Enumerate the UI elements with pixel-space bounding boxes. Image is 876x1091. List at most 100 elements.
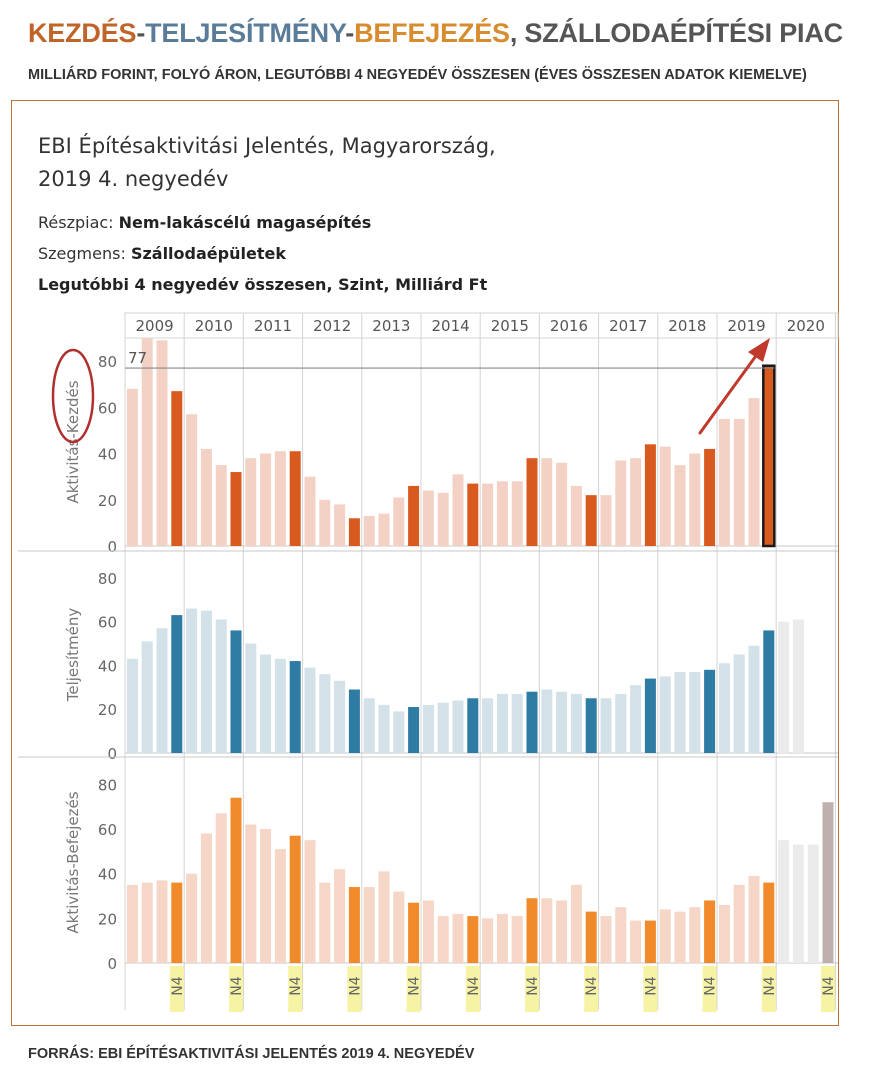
quarter-highlight	[821, 966, 835, 1012]
bar-forecast	[822, 802, 834, 963]
bar	[363, 887, 375, 963]
dashboard-title-line1: EBI Építésaktivitási Jelentés, Magyarors…	[38, 134, 496, 158]
y-tick-label: 80	[98, 570, 117, 588]
bar-q4	[526, 898, 538, 963]
bar-q4	[289, 661, 301, 753]
bar	[674, 911, 686, 963]
bar	[748, 398, 760, 546]
bar-q4	[408, 707, 420, 753]
bar-q4	[408, 902, 420, 963]
quarter-label: N4	[288, 976, 304, 995]
quarter-highlight	[288, 966, 303, 1012]
bar	[570, 485, 582, 546]
bar-q4	[585, 495, 597, 546]
y-tick-label: 80	[98, 776, 117, 794]
subheadline: MILLIÁRD FORINT, FOLYÓ ÁRON, LEGUTÓBBI 4…	[28, 67, 807, 83]
bar	[496, 481, 508, 546]
quarter-highlight	[406, 966, 421, 1012]
bar	[156, 880, 168, 963]
measure-label-value: Legutóbbi 4 negyedév összesen, Szint, Mi…	[38, 275, 488, 294]
source-note: FORRÁS: EBI ÉPÍTÉSAKTIVITÁSI JELENTÉS 20…	[28, 1046, 475, 1062]
bar	[689, 907, 701, 963]
bar-forecast	[792, 844, 804, 963]
bar	[482, 698, 494, 753]
bar-q4	[230, 630, 242, 753]
bar	[541, 458, 553, 546]
quarter-label: N4	[762, 976, 778, 995]
bar	[215, 813, 227, 963]
bar-highlighted	[762, 364, 776, 548]
bar-q4	[704, 448, 716, 546]
annotation-ellipse	[51, 348, 95, 444]
quarter-highlight	[761, 966, 776, 1012]
bar	[319, 499, 331, 546]
bar	[615, 693, 627, 753]
bar	[200, 833, 212, 963]
bar	[319, 882, 331, 963]
bar-q4	[171, 882, 183, 963]
bar	[556, 900, 568, 963]
bar	[748, 875, 760, 963]
bar-q4	[467, 916, 479, 963]
year-label: 2018	[668, 317, 706, 335]
quarter-label: N4	[347, 976, 363, 995]
bar	[304, 840, 316, 963]
y-tick-label: 0	[107, 745, 117, 763]
bar	[141, 641, 153, 753]
dashboard-title-line2: 2019 4. negyedév	[38, 167, 229, 191]
quarter-highlight	[347, 966, 362, 1012]
bar-q4	[704, 669, 716, 753]
bar	[674, 465, 686, 546]
bar	[659, 446, 671, 546]
quarter-highlight	[169, 966, 184, 1012]
bar	[733, 418, 745, 546]
bar	[511, 916, 523, 963]
bar-forecast	[807, 844, 819, 963]
y-axis-label: Teljesítmény	[64, 608, 82, 703]
quarter-label: N4	[643, 976, 659, 995]
bar-q4	[171, 391, 183, 546]
bar	[733, 654, 745, 753]
bar-q4	[408, 485, 420, 546]
bar-forecast	[778, 840, 790, 963]
bar-forecast	[778, 621, 790, 753]
bar	[511, 693, 523, 753]
y-tick-label: 60	[98, 821, 117, 839]
bar-q4	[467, 483, 479, 546]
headline: KEZDÉS-TELJESÍTMÉNY-BEFEJEZÉS, SZÁLLODAÉ…	[28, 18, 843, 49]
quarter-highlight	[584, 966, 599, 1012]
bar-q4	[348, 689, 360, 753]
year-label: 2009	[136, 317, 174, 335]
year-label: 2017	[609, 317, 647, 335]
bar	[437, 916, 449, 963]
bar	[570, 693, 582, 753]
bar	[215, 619, 227, 753]
bar	[600, 916, 612, 963]
bar	[186, 873, 198, 963]
y-axis-label: Aktivitás-Befejezés	[64, 791, 82, 933]
bar	[511, 481, 523, 546]
headline-rest: , SZÁLLODAÉPÍTÉSI PIAC	[509, 18, 843, 48]
bar	[600, 698, 612, 753]
bar	[186, 414, 198, 546]
bar	[274, 658, 286, 753]
bar-q4	[526, 458, 538, 546]
bar	[378, 704, 390, 753]
bar	[733, 884, 745, 963]
headline-befejezes: BEFEJEZÉS	[354, 18, 510, 48]
filter-szegmens-value: Szállodaépületek	[130, 244, 286, 263]
bar	[437, 492, 449, 546]
bar	[600, 495, 612, 546]
bar	[630, 458, 642, 546]
bar	[393, 497, 405, 546]
quarter-highlight	[702, 966, 717, 1012]
filter-reszpiac: Részpiac: Nem-lakáscélú magasépítés	[38, 213, 371, 232]
quarter-label: N4	[170, 976, 186, 995]
quarter-label: N4	[703, 976, 719, 995]
bar-q4	[230, 797, 242, 963]
bar	[304, 667, 316, 753]
y-tick-label: 60	[98, 399, 117, 417]
bar	[200, 448, 212, 546]
bar	[126, 658, 138, 753]
